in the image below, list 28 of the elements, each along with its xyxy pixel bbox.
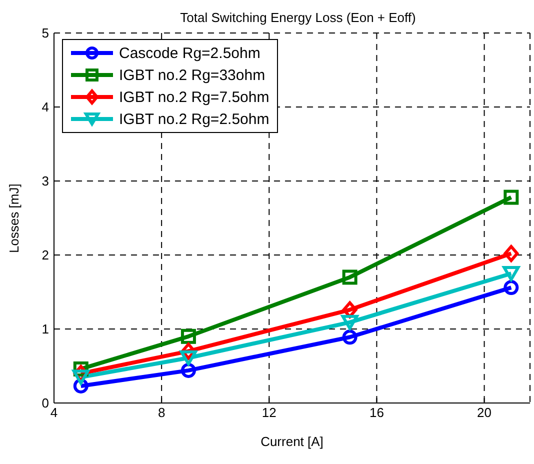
- point: [504, 280, 519, 296]
- x-tick-label: 8: [158, 405, 166, 420]
- x-tick-label: 16: [369, 405, 384, 420]
- legend-label: IGBT no.2 Rg=7.5ohm: [119, 88, 270, 106]
- point: [504, 245, 519, 262]
- legend-label: IGBT no.2 Rg=33ohm: [119, 66, 266, 84]
- point: [504, 190, 519, 205]
- x-tick-label: 12: [262, 405, 276, 420]
- point: [342, 270, 358, 285]
- point: [502, 266, 520, 281]
- x-axis-title: Current [A]: [260, 434, 324, 449]
- legend-label: IGBT no.2 Rg=2.5ohm: [119, 110, 270, 128]
- y-tick-label: 5: [42, 26, 49, 41]
- y-tick-label: 4: [42, 100, 49, 115]
- x-tick-label: 20: [477, 405, 492, 420]
- legend-label: Cascode Rg=2.5ohm: [119, 44, 260, 62]
- point: [180, 328, 196, 344]
- y-tick-label: 3: [42, 174, 49, 189]
- point: [341, 314, 358, 330]
- y-tick-label: 2: [42, 248, 49, 263]
- point: [180, 362, 196, 378]
- y-tick-label: 0: [42, 396, 49, 411]
- chart-title: Total Switching Energy Loss (Eon + Eoff): [180, 10, 416, 25]
- point: [72, 370, 90, 385]
- y-axis-title: Losses [mJ]: [6, 184, 22, 253]
- y-tick-label: 1: [42, 322, 49, 337]
- point: [342, 330, 358, 345]
- point: [180, 350, 197, 366]
